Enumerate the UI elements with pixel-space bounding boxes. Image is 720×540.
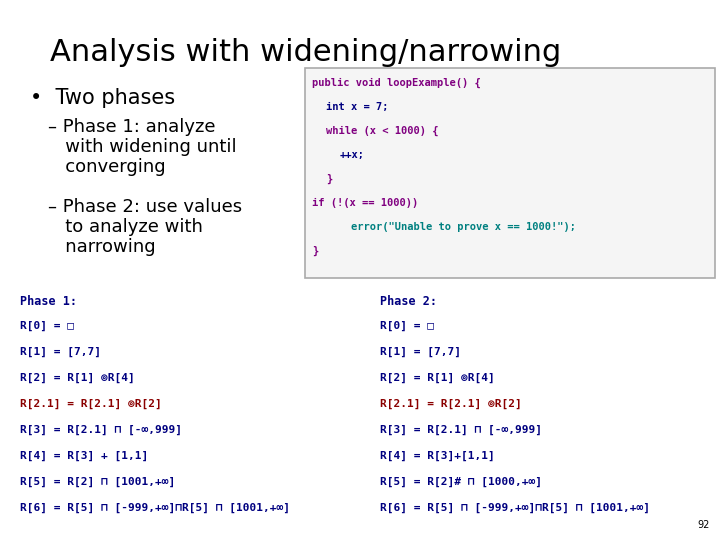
Text: R[3] = R[2.1] ⊓ [-∞,999]: R[3] = R[2.1] ⊓ [-∞,999] — [20, 425, 182, 435]
Text: R[1] = [7,7]: R[1] = [7,7] — [380, 347, 461, 357]
Text: with widening until: with widening until — [48, 138, 237, 156]
Text: 92: 92 — [698, 520, 710, 530]
Text: R[0] = □: R[0] = □ — [20, 321, 74, 331]
Text: R[3] = R[2.1] ⊓ [-∞,999]: R[3] = R[2.1] ⊓ [-∞,999] — [380, 425, 542, 435]
Text: R[4] = R[3]+[1,1]: R[4] = R[3]+[1,1] — [380, 451, 495, 461]
Text: R[6] = R[5] ⊓ [-999,+∞]⊓R[5] ⊓ [1001,+∞]: R[6] = R[5] ⊓ [-999,+∞]⊓R[5] ⊓ [1001,+∞] — [20, 503, 290, 513]
Text: ++x;: ++x; — [340, 150, 365, 160]
FancyBboxPatch shape — [305, 68, 715, 278]
Text: converging: converging — [48, 158, 166, 176]
Text: error("Unable to prove x == 1000!");: error("Unable to prove x == 1000!"); — [326, 222, 576, 232]
Text: R[5] = R[2] ⊓ [1001,+∞]: R[5] = R[2] ⊓ [1001,+∞] — [20, 477, 175, 487]
Text: Phase 2:: Phase 2: — [380, 295, 437, 308]
Text: Phase 1:: Phase 1: — [20, 295, 77, 308]
Text: •  Two phases: • Two phases — [30, 88, 175, 108]
Text: if (!(x == 1000)): if (!(x == 1000)) — [312, 198, 418, 208]
Text: narrowing: narrowing — [48, 238, 156, 256]
Text: to analyze with: to analyze with — [48, 218, 203, 236]
Text: Analysis with widening/narrowing: Analysis with widening/narrowing — [50, 38, 562, 67]
Text: – Phase 2: use values: – Phase 2: use values — [48, 198, 242, 216]
Text: }: } — [312, 246, 318, 256]
Text: public void loopExample() {: public void loopExample() { — [312, 78, 481, 88]
Text: R[2.1] = R[2.1] ⊚R[2]: R[2.1] = R[2.1] ⊚R[2] — [380, 399, 522, 409]
Text: – Phase 1: analyze: – Phase 1: analyze — [48, 118, 215, 136]
Text: R[5] = R[2]# ⊓ [1000,+∞]: R[5] = R[2]# ⊓ [1000,+∞] — [380, 477, 542, 487]
Text: }: } — [326, 174, 332, 184]
Text: int x = 7;: int x = 7; — [326, 102, 389, 112]
Text: R[2] = R[1] ⊚R[4]: R[2] = R[1] ⊚R[4] — [380, 373, 495, 383]
Text: R[1] = [7,7]: R[1] = [7,7] — [20, 347, 101, 357]
Text: R[2.1] = R[2.1] ⊚R[2]: R[2.1] = R[2.1] ⊚R[2] — [20, 399, 162, 409]
Text: R[0] = □: R[0] = □ — [380, 321, 434, 331]
Text: R[6] = R[5] ⊓ [-999,+∞]⊓R[5] ⊓ [1001,+∞]: R[6] = R[5] ⊓ [-999,+∞]⊓R[5] ⊓ [1001,+∞] — [380, 503, 650, 513]
Text: while (x < 1000) {: while (x < 1000) { — [326, 126, 438, 136]
Text: R[4] = R[3] + [1,1]: R[4] = R[3] + [1,1] — [20, 451, 148, 461]
Text: R[2] = R[1] ⊚R[4]: R[2] = R[1] ⊚R[4] — [20, 373, 135, 383]
